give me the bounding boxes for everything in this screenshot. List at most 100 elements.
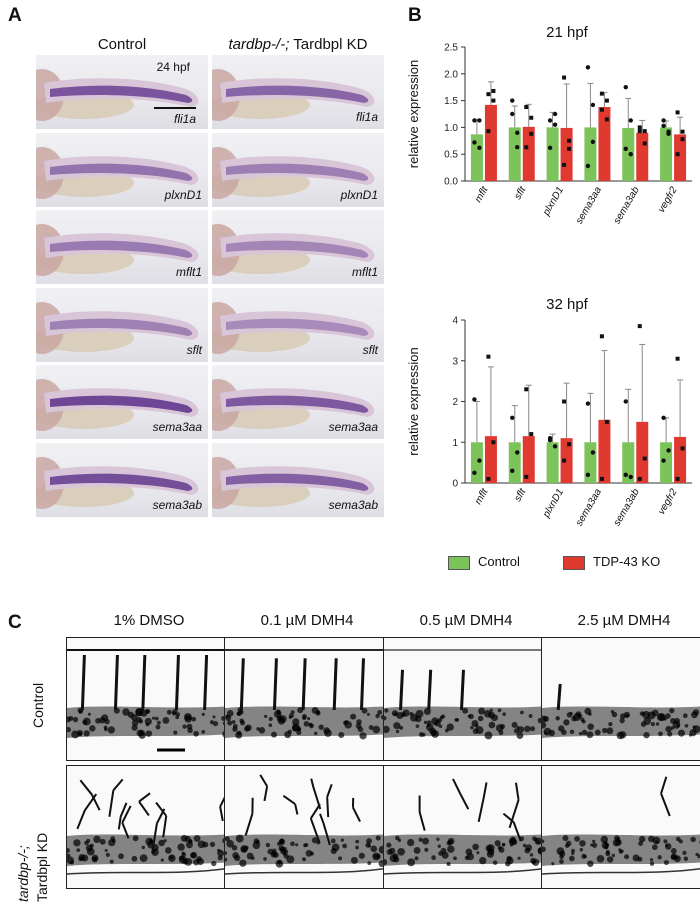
cell-nucleus — [190, 852, 196, 858]
panel-a-col-kd-treatment: Tardbpl KD — [289, 36, 368, 53]
cell-nucleus — [574, 835, 580, 842]
data-point — [604, 117, 609, 122]
cell-nucleus — [290, 841, 295, 847]
intersegmental-vessel — [272, 658, 278, 711]
embryo-figure — [212, 456, 375, 509]
cell-nucleus — [311, 837, 319, 844]
cell-nucleus — [502, 712, 507, 716]
cell-nucleus — [684, 723, 689, 728]
cell-nucleus — [384, 715, 387, 721]
cell-nucleus — [415, 709, 424, 718]
data-point — [637, 324, 642, 329]
cell-nucleus — [393, 856, 400, 863]
cell-nucleus — [489, 708, 493, 712]
cell-nucleus — [166, 709, 172, 715]
panel-c-row2-label: tardbp-/-; Tardbpl KD — [14, 833, 52, 902]
embryo-figure — [212, 69, 375, 121]
staining-band — [50, 318, 193, 336]
intersegmental-vessel — [359, 658, 365, 711]
cell-nucleus — [302, 857, 307, 862]
cell-nucleus — [453, 856, 457, 861]
cell-nucleus — [303, 721, 310, 727]
cell-nucleus — [295, 843, 299, 847]
cell-nucleus — [384, 725, 390, 734]
cell-nucleus — [682, 850, 687, 855]
cell-nucleus — [162, 717, 170, 724]
cell-nucleus — [508, 837, 517, 846]
cell-nucleus — [470, 725, 474, 730]
cell-nucleus — [543, 731, 548, 735]
cell-nucleus — [101, 714, 109, 722]
panel-c-letter: C — [8, 612, 22, 633]
cell-nucleus — [446, 723, 454, 731]
data-point — [529, 432, 534, 437]
cell-nucleus — [393, 722, 401, 730]
gene-label: plxnD1 — [340, 187, 378, 202]
cell-nucleus — [111, 838, 116, 843]
panel-c-col-4: 2.5 µM DMH4 — [577, 612, 671, 629]
vessel-figure — [225, 774, 389, 875]
data-point — [628, 152, 633, 157]
cell-nucleus — [400, 712, 406, 718]
cell-nucleus — [418, 732, 424, 737]
cell-nucleus — [647, 711, 656, 720]
cell-nucleus — [606, 856, 614, 863]
category-label: vegfr2 — [656, 487, 680, 517]
data-point — [623, 399, 628, 404]
cell-nucleus — [212, 715, 216, 719]
cell-nucleus — [256, 727, 260, 731]
panel-c-col-3: 0.5 µM DMH4 — [419, 612, 513, 629]
cell-nucleus — [423, 720, 428, 725]
cell-nucleus — [587, 723, 594, 730]
ectopic-sprout — [121, 805, 132, 839]
ectopic-sprout — [326, 783, 333, 818]
data-point — [680, 137, 685, 142]
data-point — [529, 115, 534, 120]
data-point — [477, 458, 482, 463]
cell-nucleus — [240, 720, 246, 726]
vessel-figure — [542, 776, 700, 875]
cell-nucleus — [517, 856, 521, 860]
y-tick-label: 2 — [452, 397, 458, 408]
embryo-figure — [212, 146, 375, 199]
cell-nucleus — [640, 721, 647, 727]
data-point — [547, 435, 553, 441]
cell-nucleus — [173, 730, 178, 735]
cell-nucleus — [241, 846, 247, 853]
cell-nucleus — [239, 859, 247, 867]
cell-nucleus — [338, 731, 345, 739]
cell-nucleus — [439, 715, 444, 720]
data-point — [547, 145, 553, 150]
cell-nucleus — [213, 721, 219, 727]
cell-nucleus — [154, 716, 159, 721]
cell-nucleus — [67, 716, 72, 723]
cell-nucleus — [596, 854, 605, 863]
cell-nucleus — [492, 860, 498, 865]
cell-nucleus — [172, 711, 177, 716]
data-point — [515, 130, 520, 135]
cell-nucleus — [675, 856, 679, 860]
confocal-image — [541, 637, 700, 761]
cell-nucleus — [71, 730, 80, 739]
data-point — [567, 146, 572, 151]
data-point — [472, 397, 477, 402]
cell-nucleus — [278, 845, 285, 852]
data-point — [567, 442, 572, 447]
bar-ko — [484, 104, 497, 181]
intersegmental-vessel — [141, 654, 147, 711]
cell-nucleus — [486, 844, 495, 852]
cell-nucleus — [415, 724, 420, 728]
ectopic-sprout — [108, 778, 124, 817]
cell-nucleus — [209, 841, 216, 848]
staining-band — [226, 318, 369, 336]
staining-band — [226, 395, 369, 413]
ish-image: plxnD1 — [212, 132, 384, 207]
chart-21hpf: relative expression 0.0 0.5 1.0 1.5 2.0 2.5 mfl… — [406, 43, 692, 226]
cell-nucleus — [86, 847, 95, 856]
cell-nucleus — [361, 707, 368, 714]
cell-nucleus — [436, 837, 440, 841]
ectopic-sprout — [418, 795, 426, 831]
cell-nucleus — [311, 706, 319, 714]
data-point — [599, 334, 604, 339]
cell-nucleus — [72, 716, 79, 723]
